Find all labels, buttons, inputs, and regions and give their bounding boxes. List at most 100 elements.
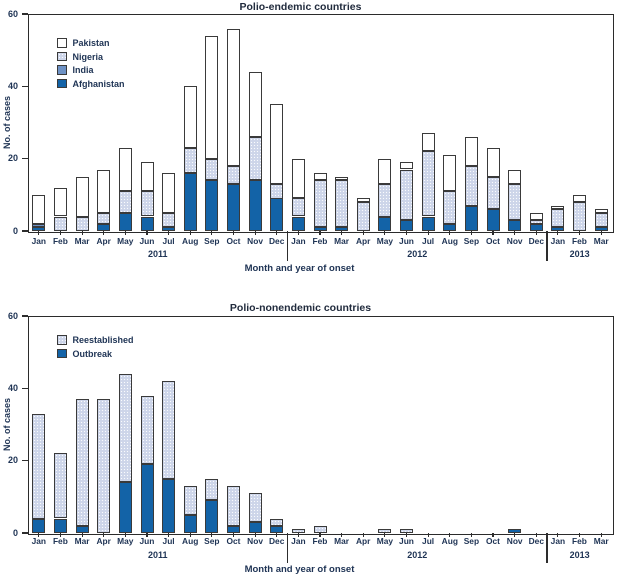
year-separator xyxy=(546,231,548,261)
x-tick xyxy=(297,231,299,235)
x-tick xyxy=(38,231,40,235)
bar-segment-pakistan xyxy=(443,155,457,192)
bar-segment-reestablished xyxy=(162,381,176,479)
bar-segment-nigeria xyxy=(335,180,349,228)
endemic-chart: Polio-endemic countries No. of cases Pak… xyxy=(2,1,614,274)
x-tick xyxy=(600,231,602,235)
x-tick xyxy=(189,533,191,537)
bar-segment-nigeria xyxy=(248,137,262,181)
bar-segment-nigeria xyxy=(464,165,478,206)
x-tick-label: Sep xyxy=(463,236,480,246)
x-tick-label: Jan xyxy=(291,536,306,546)
x-tick xyxy=(189,231,191,235)
bar-segment-pakistan xyxy=(32,194,46,224)
bar-segment-pakistan xyxy=(464,137,478,166)
bar-segment-afghanistan xyxy=(551,227,565,231)
bar-segment-nigeria xyxy=(118,191,132,213)
x-tick xyxy=(341,533,343,537)
bar-segment-afghanistan xyxy=(400,220,413,231)
bar-segment-outbreak xyxy=(183,514,197,533)
legend-swatch-afghanistan xyxy=(57,78,67,89)
bar-segment-nigeria xyxy=(551,209,565,228)
bar-segment-nigeria xyxy=(270,184,284,199)
x-tick xyxy=(405,533,408,537)
x-tick-label: Feb xyxy=(312,536,328,546)
bar-segment-nigeria xyxy=(162,212,176,228)
bar-segment-india xyxy=(32,223,46,228)
x-tick-label: Aug xyxy=(182,536,199,546)
x-tick-label: Jan xyxy=(31,236,47,246)
bar-segment-nigeria xyxy=(594,212,608,228)
x-tick xyxy=(103,533,105,537)
bar-segment-nigeria xyxy=(486,176,500,210)
x-tick xyxy=(579,533,581,537)
x-tick-label: Sep xyxy=(204,536,220,546)
bar-segment-afghanistan xyxy=(594,227,608,231)
x-tick-label: May xyxy=(117,536,134,546)
bar-segment-outbreak xyxy=(270,525,284,533)
x-tick-label: May xyxy=(117,236,134,246)
bar-segment-nigeria xyxy=(313,180,327,228)
bar-segment-nigeria xyxy=(97,212,111,224)
bar-segment-pakistan xyxy=(529,212,543,221)
bar-segment-reestablished xyxy=(227,486,240,526)
x-tick-label: Oct xyxy=(226,236,241,246)
legend: Pakistan Nigeria India Afghanistan xyxy=(57,38,125,92)
bar-segment-nigeria xyxy=(573,202,587,231)
x-tick-label: Jul xyxy=(162,536,175,546)
bar-segment-pakistan xyxy=(551,205,565,210)
x-tick xyxy=(384,533,386,537)
year-separator xyxy=(286,231,289,261)
x-tick-label: Jul xyxy=(422,536,435,546)
bar-segment-afghanistan xyxy=(97,223,111,231)
x-tick-label: Oct xyxy=(486,536,500,546)
bar-segment-pakistan xyxy=(183,86,197,148)
x-tick xyxy=(319,231,321,235)
year-separator xyxy=(286,533,289,563)
x-tick xyxy=(427,533,429,537)
x-tick xyxy=(405,231,408,235)
bar-segment-pakistan xyxy=(291,158,305,199)
bar-segment-pakistan xyxy=(75,176,89,217)
x-tick-label: Nov xyxy=(247,536,263,546)
bar-segment-pakistan xyxy=(227,28,240,166)
legend-label: Outbreak xyxy=(72,348,113,359)
x-tick xyxy=(59,231,61,235)
year-label: 2012 xyxy=(407,550,428,560)
bar-segment-nigeria xyxy=(53,216,67,231)
legend-item: Pakistan xyxy=(57,38,125,48)
year-separator xyxy=(546,533,548,563)
bar-segment-outbreak xyxy=(75,525,89,533)
x-tick xyxy=(211,533,213,537)
bar-segment-outbreak xyxy=(248,522,262,533)
bar-segment-afghanistan xyxy=(205,180,219,231)
x-tick xyxy=(427,231,429,235)
bar-segment-afghanistan xyxy=(443,223,457,231)
bar-segment-pakistan xyxy=(335,176,349,181)
y-tick-label: 40 xyxy=(7,382,18,393)
bar-segment-afghanistan xyxy=(421,216,435,231)
bar-segment-nigeria xyxy=(400,169,413,221)
y-tick-label: 0 xyxy=(12,225,18,236)
x-tick xyxy=(146,231,148,235)
nonendemic-chart: Polio-nonendemic countries No. of cases … xyxy=(0,300,625,581)
x-tick-label: Jun xyxy=(139,536,155,546)
x-tick xyxy=(232,231,235,235)
legend: Reestablished Outbreak xyxy=(57,335,134,362)
bar-segment-afghanistan xyxy=(270,198,284,231)
x-tick xyxy=(384,231,386,235)
chart-title: Polio-endemic countries xyxy=(239,1,362,13)
x-tick-label: Mar xyxy=(593,236,609,246)
bar-segment-afghanistan xyxy=(291,216,305,231)
y-tick xyxy=(22,532,28,534)
x-tick-label: Jun xyxy=(139,236,155,246)
x-tick-label: Nov xyxy=(247,236,263,246)
bar-segment-reestablished xyxy=(118,373,132,483)
legend-item: Nigeria xyxy=(57,52,125,62)
x-axis-label: Month and year of onset xyxy=(244,263,355,274)
x-tick xyxy=(276,231,278,235)
x-tick-label: Jan xyxy=(550,536,566,546)
x-tick-label: Apr xyxy=(96,236,111,246)
x-tick-label: Feb xyxy=(52,236,68,246)
